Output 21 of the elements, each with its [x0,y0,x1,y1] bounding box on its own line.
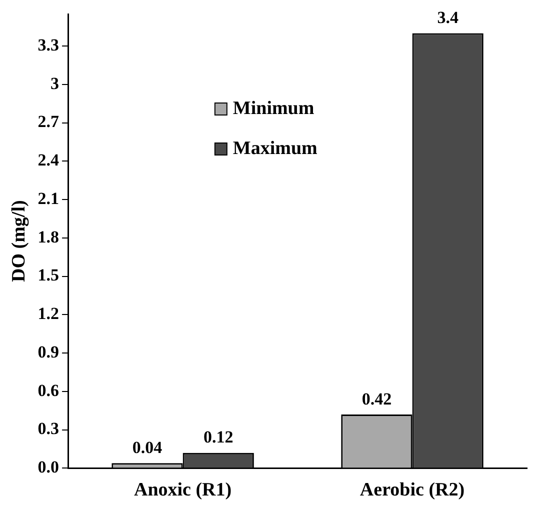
data-label: 0.12 [203,428,234,447]
y-tick-label: 0.6 [38,380,60,400]
y-tick-label: 0.9 [38,342,60,362]
data-label: 0.42 [362,389,392,408]
legend-label: Minimum [232,98,314,119]
y-tick-label: 2.1 [38,188,60,208]
y-tick-label: 1.2 [38,304,60,324]
y-tick-label: 2.7 [38,112,60,132]
legend-label: Maximum [232,138,318,159]
x-tick-label: Aerobic (R2) [360,480,465,501]
data-label: 0.04 [132,438,163,457]
x-tick-label: Anoxic (R1) [134,480,232,501]
y-tick-label: 1.8 [38,227,60,246]
y-tick-label: 0.3 [38,419,60,438]
y-tick-label: 3 [50,74,60,93]
y-tick-label: 2.4 [38,150,60,170]
y-axis-title: DO (mg/l) [8,200,30,282]
y-tick-label: 3.3 [38,35,60,54]
y-tick-label: 0.0 [38,458,60,477]
data-label: 3.4 [437,8,459,28]
y-tick-label: 1.5 [38,266,60,285]
